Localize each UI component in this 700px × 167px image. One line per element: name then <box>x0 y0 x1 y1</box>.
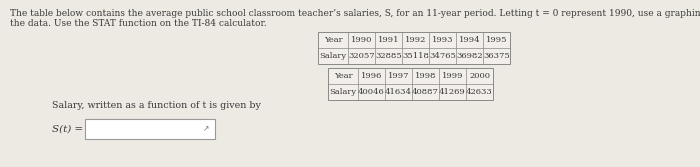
Text: Salary, written as a function of t is given by: Salary, written as a function of t is gi… <box>52 101 261 110</box>
Bar <box>85 119 215 139</box>
Bar <box>328 68 493 100</box>
Text: 2000: 2000 <box>469 72 490 80</box>
Text: 1990: 1990 <box>351 36 372 44</box>
Text: 1998: 1998 <box>414 72 436 80</box>
Text: 41634: 41634 <box>385 88 412 96</box>
Text: 42633: 42633 <box>466 88 493 96</box>
Text: Salary: Salary <box>330 88 356 96</box>
Text: 36982: 36982 <box>456 52 483 60</box>
Text: 1999: 1999 <box>442 72 463 80</box>
Text: 1991: 1991 <box>378 36 399 44</box>
Text: S(t) =: S(t) = <box>52 125 83 133</box>
Text: Salary: Salary <box>319 52 346 60</box>
Text: 40887: 40887 <box>412 88 439 96</box>
Text: 35118: 35118 <box>402 52 429 60</box>
Text: Year: Year <box>334 72 352 80</box>
Text: 40046: 40046 <box>358 88 385 96</box>
Text: 1993: 1993 <box>432 36 454 44</box>
Bar <box>318 32 510 64</box>
Text: 1992: 1992 <box>405 36 426 44</box>
Text: The table below contains the average public school classroom teacher’s salaries,: The table below contains the average pub… <box>10 9 700 18</box>
Text: 1995: 1995 <box>486 36 508 44</box>
Text: 1994: 1994 <box>458 36 480 44</box>
Text: $\nearrow$: $\nearrow$ <box>201 125 210 133</box>
Text: Year: Year <box>323 36 342 44</box>
Text: 1997: 1997 <box>388 72 409 80</box>
Text: 36375: 36375 <box>483 52 510 60</box>
Text: 1996: 1996 <box>360 72 382 80</box>
Text: 32885: 32885 <box>375 52 402 60</box>
Text: 32057: 32057 <box>348 52 374 60</box>
Text: the data. Use the STAT function on the TI-84 calculator.: the data. Use the STAT function on the T… <box>10 19 267 28</box>
Text: 34765: 34765 <box>429 52 456 60</box>
Text: 41269: 41269 <box>439 88 466 96</box>
